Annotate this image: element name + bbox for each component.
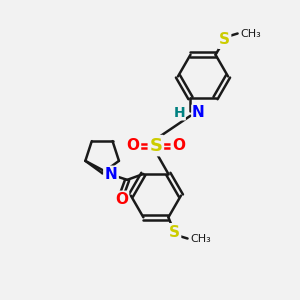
Text: S: S — [149, 136, 162, 154]
Text: O: O — [172, 138, 185, 153]
Text: N: N — [105, 167, 117, 182]
Text: H: H — [174, 106, 185, 120]
Text: CH₃: CH₃ — [190, 233, 211, 244]
Text: CH₃: CH₃ — [241, 28, 261, 38]
Text: S: S — [169, 224, 180, 239]
Text: O: O — [115, 192, 128, 207]
Text: O: O — [127, 138, 140, 153]
Text: S: S — [219, 32, 230, 47]
Text: N: N — [192, 105, 205, 120]
